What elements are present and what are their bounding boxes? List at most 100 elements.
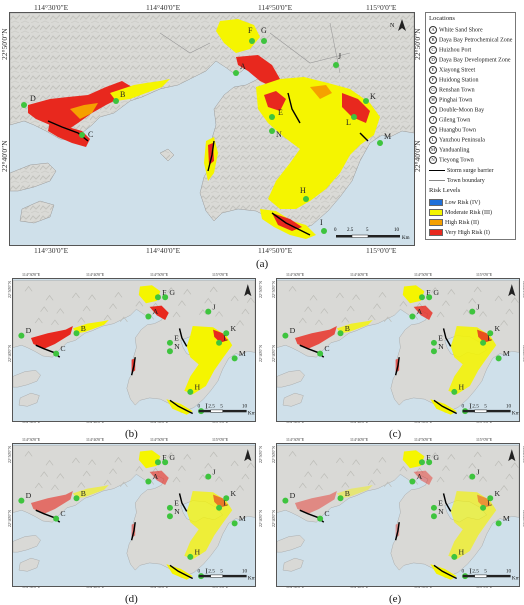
site-marker [187, 388, 194, 395]
risk-very-high [294, 491, 337, 514]
site-label: C [60, 344, 65, 353]
lon-label-top: 114°40'0"E [86, 272, 105, 277]
site-marker [73, 330, 80, 337]
location-name: Tieyong Town [439, 157, 474, 164]
north-label: N [390, 23, 395, 29]
scale-bar-segment [486, 409, 511, 413]
relief-hatch [103, 314, 112, 321]
relief-hatch [431, 287, 440, 293]
site-marker-a [233, 70, 239, 76]
relief-hatch [352, 459, 360, 465]
risk-swatch [429, 219, 443, 226]
storm-surge-barrier [169, 564, 194, 580]
relief-hatch [447, 453, 456, 460]
location-name: Daya Bay Petrochemical Zone [439, 37, 513, 44]
location-name: Double-Moon Bay [439, 107, 485, 114]
site-label: C [60, 509, 65, 518]
site-label: N [438, 507, 444, 516]
site-label: B [81, 489, 86, 498]
relief-hatch [373, 303, 381, 309]
site-marker [451, 553, 458, 560]
scale-bar: 0 2.5 5 10 Km [334, 228, 410, 241]
relief-hatch [500, 320, 508, 326]
relief-hatch [315, 319, 323, 326]
site-label: H [195, 383, 201, 392]
site-marker [223, 330, 230, 337]
relief-hatch [167, 452, 176, 458]
location-name: Daya Bay Development Zone [439, 57, 511, 64]
site-markers [21, 38, 383, 234]
legend-location-row: J Gileng Town [429, 116, 470, 124]
relief-hatch [45, 459, 54, 466]
scale-bar-segment [222, 574, 247, 578]
relief-hatch [236, 485, 244, 491]
risk-label: Very High Risk (I) [445, 229, 490, 236]
legend-location-row: C Huizhou Port [429, 46, 471, 54]
site-marker [166, 339, 173, 346]
site-marker [337, 495, 344, 502]
relief-hatch [309, 459, 318, 466]
scale-tick: 5 [484, 569, 487, 575]
relief-hatch [510, 297, 519, 303]
relief-hatch [109, 468, 117, 474]
lon-label-top: 114°30'0"E [286, 437, 305, 442]
risk-very-high [28, 81, 132, 131]
site-marker-m [377, 140, 383, 146]
lon-label-top: 114°50'0"E [150, 437, 169, 442]
legend-location-row: H Pinghai Town [429, 96, 472, 104]
legend-location-row: M Yanduanling [429, 146, 469, 154]
location-letter-badge: N [429, 156, 437, 164]
location-letter-badge: H [429, 96, 437, 104]
north-arrow-icon [508, 284, 516, 297]
island [277, 370, 305, 388]
relief-hatch [183, 288, 192, 295]
lon-label-bottom: 114°40'0"E [146, 246, 181, 255]
site-marker [154, 294, 161, 301]
scale-tick: 10 [242, 404, 248, 410]
relief-hatch [304, 471, 313, 477]
site-marker [231, 355, 238, 362]
site-marker [216, 504, 223, 511]
location-letter-badge: E [429, 66, 437, 74]
lon-label-top: 115°0'0"E [476, 272, 493, 277]
island [282, 392, 304, 407]
lon-label-top: 114°50'0"E [150, 272, 169, 277]
scale-unit: Km [512, 411, 519, 417]
lon-label-top: 114°30'0"E [22, 437, 41, 442]
site-label-k: K [370, 92, 376, 101]
site-label: E [438, 498, 443, 507]
risk-moderate [138, 450, 161, 469]
legend-line-label: Storm surge barrier [447, 168, 494, 174]
site-label: H [195, 548, 201, 557]
site-label: F [162, 288, 167, 297]
relief-hatch [442, 300, 450, 306]
legend-location-row: I Double-Moon Bay [429, 106, 484, 114]
relief-hatch [88, 459, 96, 465]
relief-hatch [172, 476, 181, 483]
relief-hatch [167, 287, 176, 293]
site-labels: A B C D E F G H I J K L M N [30, 26, 391, 227]
legend-line-town: Town boundary [429, 178, 485, 184]
relief-hatch [114, 456, 123, 463]
relief-hatch [72, 457, 80, 464]
site-marker [451, 388, 458, 395]
north-arrow-icon [508, 449, 516, 462]
site-label: N [174, 342, 180, 351]
storm-surge-barrier [207, 140, 215, 172]
north-arrow-icon [244, 449, 252, 462]
relief-hatch [88, 294, 96, 300]
scale-tick: 0 [461, 404, 464, 410]
site-marker-i [321, 228, 327, 234]
site-label: J [476, 302, 479, 311]
lat-label-right: 22°40'0"N [258, 510, 263, 527]
site-label: J [212, 467, 215, 476]
relief-hatch [246, 462, 255, 468]
relief-hatch [51, 484, 59, 491]
location-letter-badge: F [429, 76, 437, 84]
lat-label-right: 22°50'0"N [258, 281, 263, 298]
island [282, 557, 304, 572]
storm-surge-barrier [442, 493, 452, 512]
relief-hatch [51, 319, 59, 326]
